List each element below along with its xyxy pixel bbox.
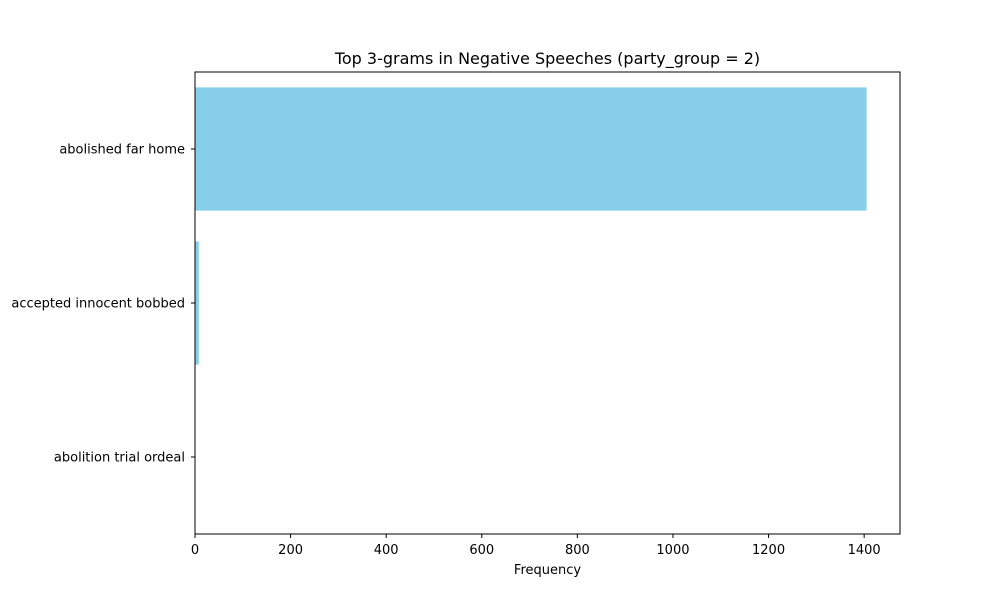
x-tick-label-5: 1000 — [656, 543, 689, 558]
y-tick-label-1: accepted innocent bobbed — [11, 297, 185, 312]
x-tick-label-7: 1400 — [848, 543, 881, 558]
x-tick-label-2: 400 — [374, 543, 399, 558]
chart-title: Top 3-grams in Negative Speeches (party_… — [334, 49, 760, 69]
x-tick-label-1: 200 — [278, 543, 303, 558]
bars-layer — [195, 87, 867, 518]
y-tick-label-0: abolished far home — [59, 143, 185, 158]
x-axis-label: Frequency — [514, 563, 581, 578]
x-tick-label-4: 800 — [565, 543, 590, 558]
x-tick-label-3: 600 — [469, 543, 494, 558]
y-tick-label-2: abolition trial ordeal — [54, 451, 185, 466]
x-tick-label-0: 0 — [191, 543, 199, 558]
bar-1 — [195, 241, 199, 364]
x-tick-label-6: 1200 — [752, 543, 785, 558]
bar-0 — [195, 87, 867, 210]
y-axis: abolished far home accepted innocent bobb… — [11, 143, 195, 466]
x-axis: 0 200 400 600 800 1000 1200 1400 — [191, 534, 881, 558]
